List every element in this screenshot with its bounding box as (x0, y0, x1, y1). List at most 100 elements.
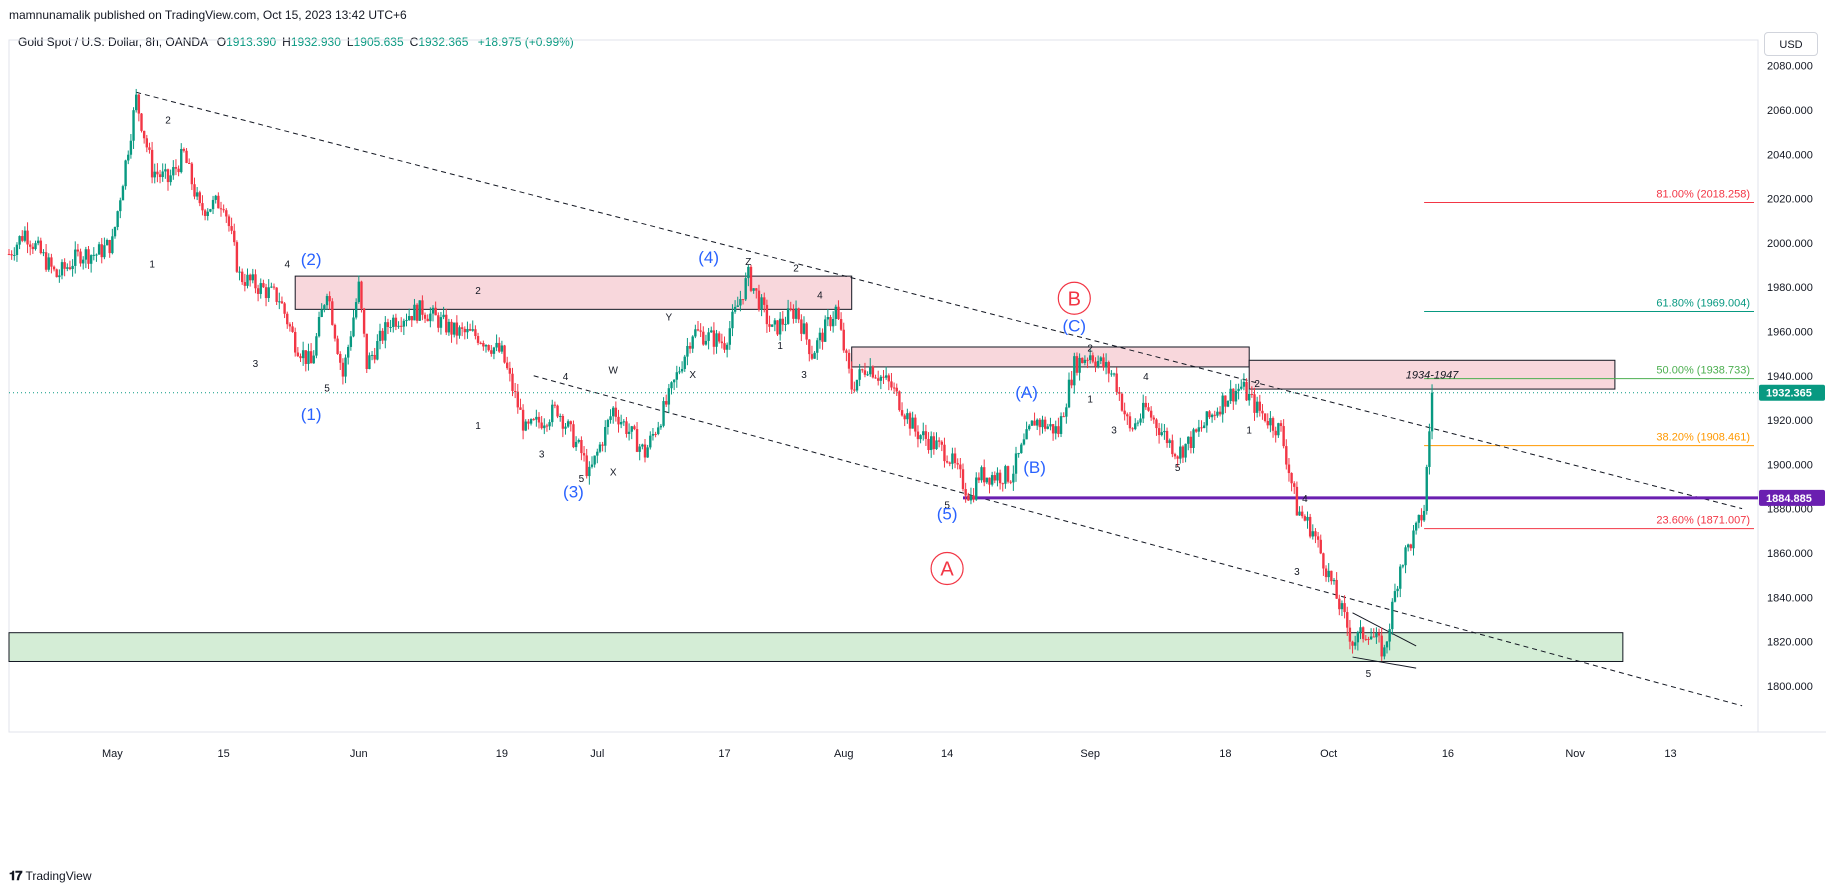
candle-body (89, 255, 93, 264)
ohlc-values: O1913.390 H1932.930 L1905.635 C1932.365 (211, 35, 469, 49)
candle-body (100, 244, 103, 258)
candle-body (1216, 411, 1219, 416)
candle-body (609, 416, 612, 420)
wedge-line-bottom (1352, 656, 1417, 669)
y-tick-label: 1880.000 (1767, 504, 1813, 516)
candle-body (572, 424, 575, 448)
candle-body (392, 317, 395, 327)
candle-body (349, 336, 353, 347)
candle-body (471, 329, 474, 331)
candle-body (304, 350, 307, 364)
candle-body (633, 426, 636, 430)
candle-body (617, 416, 620, 425)
candle-body (460, 327, 464, 329)
symbol-name[interactable]: Gold Spot / U.S. Dollar, 8h, OANDA (18, 35, 208, 49)
candle-body (1425, 466, 1428, 511)
candle-body (180, 148, 183, 173)
candle-body (670, 382, 673, 389)
wedge-line-top (1352, 612, 1417, 647)
candle-body (129, 140, 133, 155)
candle-body (596, 451, 599, 456)
candle-body (1038, 419, 1042, 428)
candle-body (1234, 390, 1238, 402)
candle-body (219, 208, 223, 210)
candle-body (1157, 428, 1161, 436)
candle-body (887, 375, 890, 382)
wave-label-small: 1 (777, 341, 783, 352)
currency-button[interactable]: USD (1764, 32, 1818, 56)
candle-body (535, 416, 538, 420)
candle-body (884, 375, 888, 378)
candle-body (1149, 410, 1153, 418)
y-tick-label: 1840.000 (1767, 592, 1813, 604)
candle-body (649, 435, 652, 448)
candle-body (760, 297, 763, 310)
candle-body (217, 195, 220, 209)
candle-body (1274, 430, 1277, 436)
candle-body (699, 330, 702, 332)
candle-body (861, 369, 864, 371)
candle-body (1420, 514, 1423, 521)
candle-body (1118, 391, 1121, 394)
wave-label-small: 3 (801, 370, 807, 381)
candle-body (333, 324, 337, 339)
candle-body (267, 287, 270, 299)
candle-body (834, 306, 837, 319)
candle-body (1139, 418, 1142, 423)
candle-body (1142, 402, 1145, 419)
fib-label-0: 81.00% (2018.258) (1656, 188, 1750, 200)
candle-body (553, 404, 557, 406)
fib-label-2: 50.00% (1938.733) (1656, 365, 1750, 377)
candle-body (1303, 516, 1307, 521)
candle-body (1112, 373, 1116, 375)
candle-body (802, 323, 806, 334)
candle-body (733, 306, 737, 312)
candle-body (1102, 357, 1105, 368)
candle-body (1210, 414, 1214, 418)
candle-body (1012, 473, 1015, 483)
candle-body (328, 296, 331, 302)
candle-body (1316, 536, 1320, 540)
x-tick-label: May (102, 748, 123, 760)
candle-body (821, 332, 824, 342)
candle-body (739, 299, 742, 306)
candle-body (434, 307, 437, 316)
tradingview-logo-icon[interactable]: 𝟏𝟕 (9, 868, 23, 883)
candle-body (251, 274, 254, 281)
candle-body (1134, 423, 1137, 430)
candle-body (922, 431, 925, 436)
candle-body (142, 130, 146, 139)
candle-body (763, 297, 766, 305)
candle-body (1417, 514, 1420, 523)
candle-body (362, 308, 366, 334)
candle-body (1120, 393, 1124, 411)
wave-label-small: 3 (1111, 425, 1117, 436)
zone-3 (8, 632, 1624, 662)
abc-circle (930, 551, 964, 586)
candle-body (103, 245, 106, 258)
candle-body (394, 317, 398, 327)
candle-body (1205, 411, 1208, 426)
x-tick-label: 19 (496, 748, 508, 760)
candle-body (203, 210, 207, 216)
candle-body (863, 370, 867, 375)
candle-body (723, 343, 726, 350)
y-tick-label: 2060.000 (1767, 105, 1813, 117)
candle-body (225, 210, 228, 217)
candle-body (121, 186, 125, 201)
candle-body (1404, 547, 1407, 566)
candle-body (678, 371, 681, 373)
brand-name[interactable]: TradingView (25, 869, 92, 883)
x-tick-label: Jun (350, 748, 368, 760)
wave-label-small: 5 (944, 501, 950, 512)
candle-body (967, 495, 970, 501)
candle-body (44, 252, 48, 270)
candle-body (1258, 401, 1261, 411)
wave-label-degree: (2) (301, 250, 322, 269)
candle-body (847, 352, 851, 369)
candle-body (1081, 357, 1084, 363)
candle-body (590, 464, 594, 467)
candle-body (574, 441, 578, 448)
candle-body (1009, 481, 1012, 483)
